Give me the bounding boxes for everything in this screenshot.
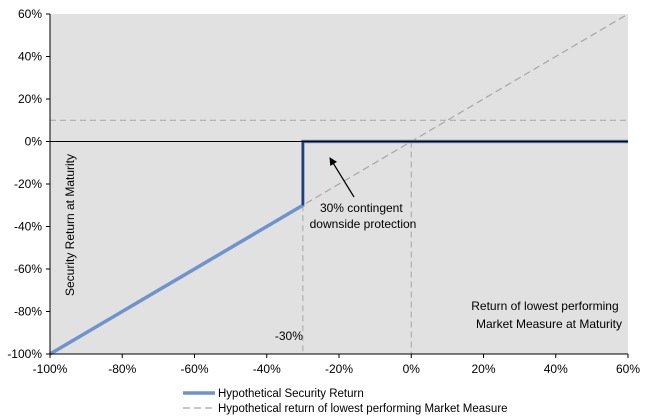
y-tick-label: 0% <box>25 135 43 149</box>
x-tick-label: -100% <box>33 362 68 376</box>
x-tick-label: -40% <box>253 362 281 376</box>
y-tick-label: -40% <box>14 220 42 234</box>
y-tick-label: -20% <box>14 177 42 191</box>
x-tick-label: 60% <box>616 362 640 376</box>
x-tick-labels: -100% -80% -60% -40% -20% 0% 20% 40% 60% <box>33 362 641 376</box>
x-tick-label: -80% <box>108 362 136 376</box>
x-tick-label: 40% <box>544 362 568 376</box>
legend: Hypothetical Security Return Hypothetica… <box>183 388 508 415</box>
y-tick-label: 40% <box>18 50 42 64</box>
protection-arrow <box>329 157 355 198</box>
y-tick-label: 20% <box>18 92 42 106</box>
legend-label-security-return: Hypothetical Security Return <box>218 388 364 400</box>
axes <box>46 13 629 358</box>
x-tick-label: 20% <box>471 362 495 376</box>
protection-annotation-line-1: 30% contingent <box>320 201 403 215</box>
legend-label-market-measure: Hypothetical return of lowest performing… <box>218 403 508 415</box>
x-tick-label: 0% <box>403 362 421 376</box>
x-axis-label-line-1: Return of lowest performing <box>471 299 618 313</box>
x-tick-label: -60% <box>180 362 208 376</box>
protection-annotation-line-2: downside protection <box>310 217 417 231</box>
y-tick-label: -100% <box>7 347 42 361</box>
protection-annotation: 30% contingent downside protection <box>310 201 417 231</box>
x-axis-label: Return of lowest performing Market Measu… <box>471 299 622 331</box>
x-axis-label-line-2: Market Measure at Maturity <box>476 317 622 331</box>
barrier-label: -30% <box>275 329 303 343</box>
x-tick-label: -20% <box>325 362 353 376</box>
y-tick-label: -80% <box>14 305 42 319</box>
y-axis-label: Security Return at Maturity <box>63 154 77 296</box>
y-tick-label: -60% <box>14 262 42 276</box>
y-tick-label: 60% <box>18 7 42 21</box>
y-tick-labels: -100% -80% -60% -40% -20% 0% 20% 40% 60% <box>7 7 42 361</box>
